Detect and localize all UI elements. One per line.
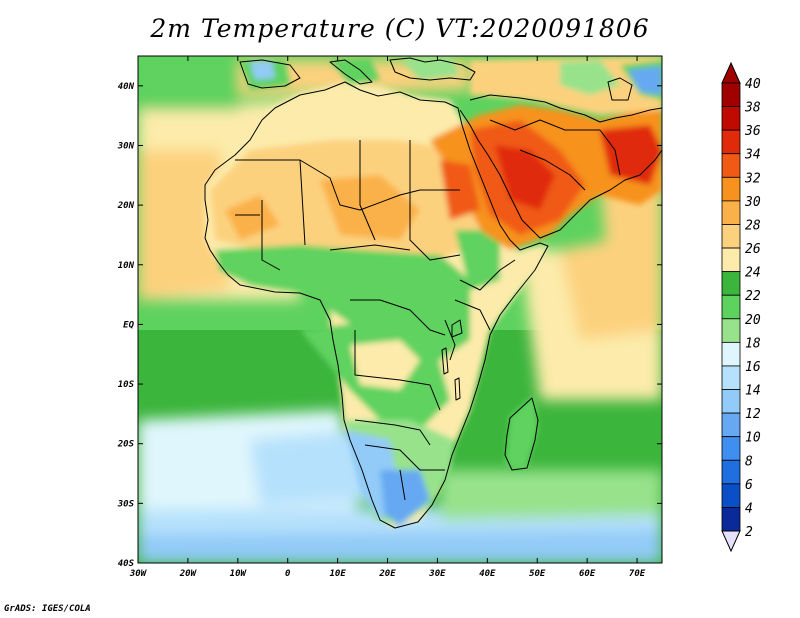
colorbar-label: 34 [744, 148, 761, 163]
colorbar-label: 22 [745, 289, 761, 304]
colorbar-label: 16 [745, 360, 761, 375]
colorbar-swatch [721, 82, 741, 107]
colorbar-swatch [721, 294, 741, 320]
colorbar-label: 40 [745, 77, 761, 92]
lon-label: 0 [285, 569, 291, 579]
coastlines [204, 57, 662, 529]
lat-label: 10N [118, 261, 135, 271]
colorbar-swatch [721, 389, 741, 414]
colorbar-label: 28 [745, 218, 761, 233]
colorbar: 40 38 36 34 32 30 28 26 24 22 20 18 16 14 12 10 8 6 4 2 [721, 61, 761, 553]
colorbar-swatch [721, 129, 741, 155]
colorbar-label: 14 [745, 384, 761, 399]
colorbar-swatch [721, 271, 741, 296]
colorbar-label: 26 [745, 242, 761, 257]
longitude-axis: 30W 20W 10W 0 10E 20E 30E 40E 50E 60E 70E [129, 56, 646, 579]
colorbar-swatch [721, 106, 741, 131]
colorbar-swatch [721, 224, 741, 249]
colorbar-swatch [721, 483, 741, 508]
colorbar-label: 12 [745, 407, 761, 422]
lon-label: 20W [179, 569, 198, 579]
colorbar-label: 6 [745, 478, 753, 493]
colorbar-label: 20 [745, 313, 761, 328]
lat-label: 40S [118, 559, 135, 569]
colorbar-bottom-cap [721, 530, 741, 553]
colorbar-label: 2 [745, 525, 753, 540]
latitude-axis: 40N 30N 20N 10N EQ 10S 20S 30S 40S [117, 82, 662, 569]
credit-text: GrADS: IGES/COLA [4, 604, 91, 614]
temperature-field [138, 56, 662, 563]
lon-label: 30E [428, 569, 446, 579]
colorbar-swatch [721, 153, 741, 178]
lat-label: 10S [118, 380, 135, 390]
lon-label: 50E [529, 569, 546, 579]
colorbar-swatch [721, 436, 741, 461]
colorbar-swatch [721, 412, 741, 438]
colorbar-swatch [721, 507, 741, 532]
lat-label: 20N [117, 201, 135, 211]
colorbar-swatch [721, 341, 741, 367]
colorbar-label: 38 [744, 101, 761, 116]
plot-frame [137, 55, 663, 564]
colorbar-swatch [721, 318, 741, 343]
lat-label: 40N [118, 82, 135, 92]
lon-label: 30W [129, 569, 148, 579]
lon-label: 10E [329, 569, 346, 579]
colorbar-label: 4 [745, 501, 753, 516]
colorbar-label: 10 [745, 431, 761, 446]
lat-label: 20S [117, 440, 135, 450]
lat-label: EQ [123, 320, 134, 330]
lon-label: 10W [230, 569, 248, 579]
lat-label: 30S [117, 499, 135, 509]
colorbar-label: 32 [744, 171, 761, 186]
lon-label: 60E [579, 569, 596, 579]
colorbar-label: 8 [745, 454, 753, 469]
lon-label: 70E [629, 569, 646, 579]
colorbar-label: 36 [744, 124, 761, 139]
colorbar-label: 24 [745, 266, 761, 281]
colorbar-label: 30 [744, 195, 761, 210]
lon-label: 20E [378, 569, 396, 579]
colorbar-swatch [721, 176, 741, 202]
chart-title: 2m Temperature (C) VT:2020091806 [150, 14, 650, 43]
colorbar-label: 18 [745, 336, 761, 351]
colorbar-swatch [721, 365, 741, 390]
lat-label: 30N [117, 141, 135, 151]
lon-label: 40E [479, 569, 496, 579]
colorbar-swatch [721, 459, 741, 485]
colorbar-top-cap [721, 61, 741, 84]
colorbar-swatch [721, 247, 741, 273]
colorbar-swatch [721, 200, 741, 225]
